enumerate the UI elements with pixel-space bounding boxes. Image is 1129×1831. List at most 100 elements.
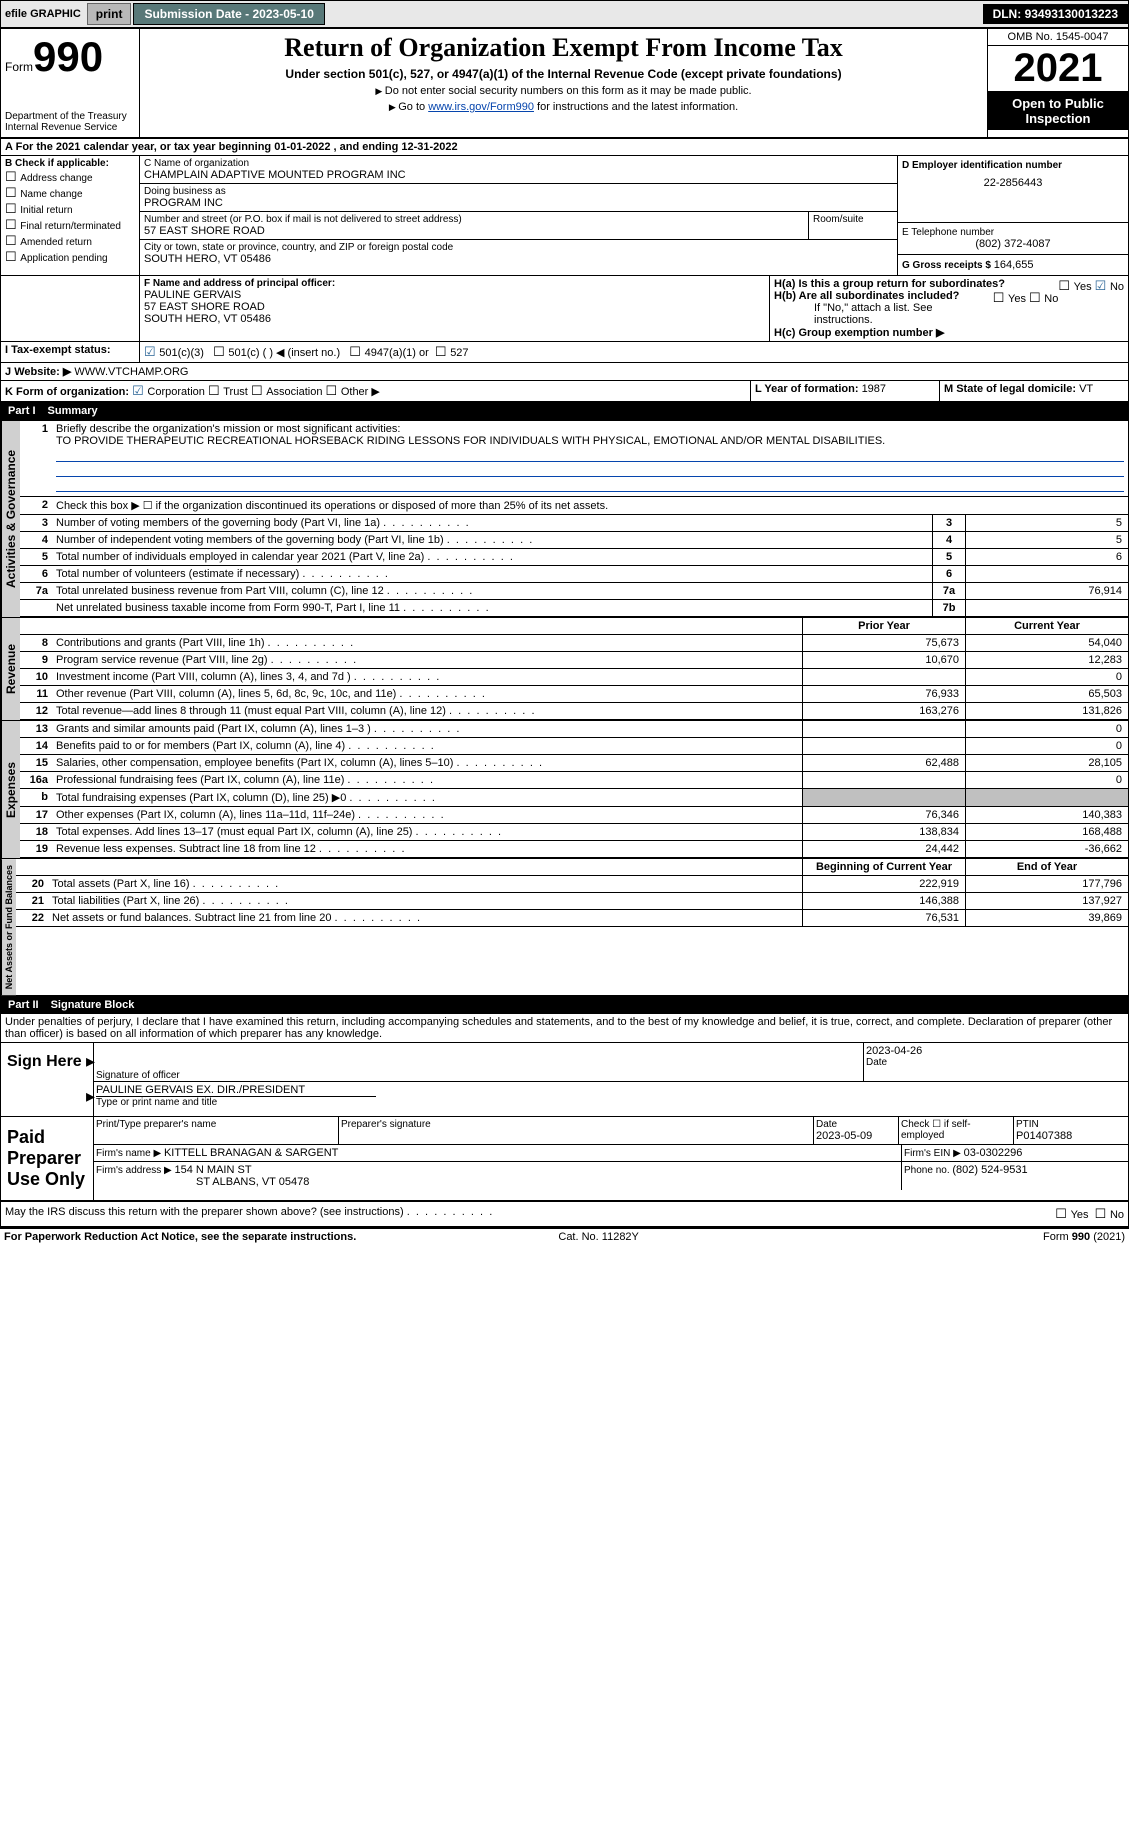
ein: 22-2856443 — [902, 177, 1124, 189]
part1-header: Part ISummary — [0, 402, 1129, 420]
netassets-section: Net Assets or Fund Balances Beginning of… — [0, 859, 1129, 996]
top-toolbar: efile GRAPHIC print Submission Date - 20… — [0, 0, 1129, 28]
mission-text: TO PROVIDE THERAPEUTIC RECREATIONAL HORS… — [56, 435, 885, 447]
table-row: bTotal fundraising expenses (Part IX, co… — [20, 789, 1128, 807]
form-subtitle: Under section 501(c), 527, or 4947(a)(1)… — [144, 67, 983, 81]
table-row: 19Revenue less expenses. Subtract line 1… — [20, 841, 1128, 858]
signature-block: Sign Here ▸Signature of officer 2023-04-… — [0, 1042, 1129, 1202]
section-bcd: B Check if applicable: Address changeNam… — [0, 156, 1129, 276]
firm-addr1: 154 N MAIN ST — [175, 1164, 252, 1176]
501c3-check: 501(c)(3) — [144, 347, 204, 359]
current-year-hdr: Current Year — [965, 618, 1128, 634]
prep-date: 2023-05-09 — [816, 1130, 896, 1142]
firm-name: KITTELL BRANAGAN & SARGENT — [164, 1147, 338, 1159]
open-to-public: Open to Public Inspection — [988, 92, 1128, 130]
table-row: 12Total revenue—add lines 8 through 11 (… — [20, 703, 1128, 720]
phone-label: E Telephone number — [902, 227, 1124, 238]
hc: H(c) Group exemption number ▶ — [774, 326, 1124, 339]
sig-officer-label: Signature of officer — [96, 1070, 180, 1081]
checkbox-address-change[interactable]: Address change — [5, 169, 135, 185]
irs-label: Internal Revenue Service — [5, 122, 135, 133]
officer-addr1: 57 EAST SHORE ROAD — [144, 301, 765, 313]
line2: Check this box ▶ ☐ if the organization d… — [52, 497, 1128, 514]
sign-here-label: Sign Here — [1, 1043, 94, 1116]
table-row: 20Total assets (Part X, line 16)222,9191… — [16, 876, 1128, 893]
table-row: 16aProfessional fundraising fees (Part I… — [20, 772, 1128, 789]
table-row: 15Salaries, other compensation, employee… — [20, 755, 1128, 772]
discuss-line: May the IRS discuss this return with the… — [0, 1202, 1129, 1227]
form-label: Form — [5, 60, 33, 74]
street-label: Number and street (or P.O. box if mail i… — [144, 214, 804, 225]
table-row: 6Total number of volunteers (estimate if… — [20, 566, 1128, 583]
sig-date: 2023-04-26 — [866, 1045, 1126, 1057]
table-row: 10Investment income (Part VIII, column (… — [20, 669, 1128, 686]
checkbox-amended-return[interactable]: Amended return — [5, 233, 135, 249]
form-header: Form990 Department of the Treasury Inter… — [0, 28, 1129, 138]
paid-preparer-label: Paid Preparer Use Only — [1, 1117, 94, 1200]
line-i: I Tax-exempt status: 501(c)(3) 501(c) ( … — [0, 342, 1129, 363]
section-fh: F Name and address of principal officer:… — [0, 276, 1129, 342]
table-row: 11Other revenue (Part VIII, column (A), … — [20, 686, 1128, 703]
self-employed: Check ☐ if self-employed — [899, 1117, 1014, 1144]
year-formation: 1987 — [862, 383, 886, 395]
table-row: 17Other expenses (Part IX, column (A), l… — [20, 807, 1128, 824]
line-klm: K Form of organization: Corporation Trus… — [0, 381, 1129, 402]
officer-addr2: SOUTH HERO, VT 05486 — [144, 313, 765, 325]
prior-year-hdr: Prior Year — [802, 618, 965, 634]
table-row: 21Total liabilities (Part X, line 26)146… — [16, 893, 1128, 910]
checkbox-name-change[interactable]: Name change — [5, 185, 135, 201]
print-button[interactable]: print — [87, 3, 132, 25]
officer-printed: PAULINE GERVAIS EX. DIR./PRESIDENT — [96, 1084, 376, 1097]
state-domicile: VT — [1079, 383, 1093, 395]
table-row: 8Contributions and grants (Part VIII, li… — [20, 635, 1128, 652]
table-row: Net unrelated business taxable income fr… — [20, 600, 1128, 617]
table-row: 13Grants and similar amounts paid (Part … — [20, 721, 1128, 738]
vert-revenue: Revenue — [1, 618, 20, 720]
efile-label: efile GRAPHIC — [1, 8, 85, 20]
irs-link[interactable]: www.irs.gov/Form990 — [428, 101, 534, 113]
dba-label: Doing business as — [144, 186, 893, 197]
dept-label: Department of the Treasury — [5, 111, 135, 122]
footer: For Paperwork Reduction Act Notice, see … — [0, 1227, 1129, 1245]
vert-netassets: Net Assets or Fund Balances — [1, 859, 16, 995]
checkbox-initial-return[interactable]: Initial return — [5, 201, 135, 217]
table-row: 7aTotal unrelated business revenue from … — [20, 583, 1128, 600]
form-footer: Form 990 (2021) — [1043, 1231, 1125, 1243]
line-a: A For the 2021 calendar year, or tax yea… — [0, 138, 1129, 156]
firm-ein: 03-0302296 — [964, 1147, 1023, 1159]
b-label: B Check if applicable: — [5, 158, 135, 169]
dln: DLN: 93493130013223 — [983, 4, 1128, 24]
omb-number: OMB No. 1545-0047 — [988, 29, 1128, 46]
firm-phone: (802) 524-9531 — [952, 1164, 1027, 1176]
gross-label: G Gross receipts $ — [902, 260, 994, 271]
dba: PROGRAM INC — [144, 197, 893, 209]
declaration: Under penalties of perjury, I declare th… — [0, 1014, 1129, 1042]
line-j: J Website: ▶ WWW.VTCHAMP.ORG — [0, 363, 1129, 381]
checkbox-final-return-terminated[interactable]: Final return/terminated — [5, 217, 135, 233]
table-row: 4Number of independent voting members of… — [20, 532, 1128, 549]
tax-year: 2021 — [988, 46, 1128, 92]
checkbox-application-pending[interactable]: Application pending — [5, 249, 135, 265]
form-number: 990 — [33, 33, 103, 80]
room-label: Room/suite — [813, 214, 893, 225]
cat-no: Cat. No. 11282Y — [558, 1231, 639, 1243]
table-row: 14Benefits paid to or for members (Part … — [20, 738, 1128, 755]
prep-sig-label: Preparer's signature — [339, 1117, 814, 1144]
ha: H(a) Is this a group return for subordin… — [774, 278, 1124, 290]
pra-notice: For Paperwork Reduction Act Notice, see … — [4, 1231, 356, 1243]
org-name: CHAMPLAIN ADAPTIVE MOUNTED PROGRAM INC — [144, 169, 893, 181]
vert-expenses: Expenses — [1, 721, 20, 858]
c-name-label: C Name of organization — [144, 158, 893, 169]
boy-hdr: Beginning of Current Year — [802, 859, 965, 875]
table-row: 22Net assets or fund balances. Subtract … — [16, 910, 1128, 927]
website: WWW.VTCHAMP.ORG — [74, 366, 188, 378]
hb-note: If "No," attach a list. See instructions… — [774, 302, 1124, 326]
table-row: 5Total number of individuals employed in… — [20, 549, 1128, 566]
mission-label: Briefly describe the organization's miss… — [56, 423, 400, 435]
gross-receipts: 164,655 — [994, 259, 1034, 271]
ptin: P01407388 — [1016, 1130, 1126, 1142]
officer-label: F Name and address of principal officer: — [144, 278, 765, 289]
form-note1: Do not enter social security numbers on … — [144, 85, 983, 97]
submission-date: Submission Date - 2023-05-10 — [133, 3, 324, 25]
prep-name-label: Print/Type preparer's name — [94, 1117, 339, 1144]
